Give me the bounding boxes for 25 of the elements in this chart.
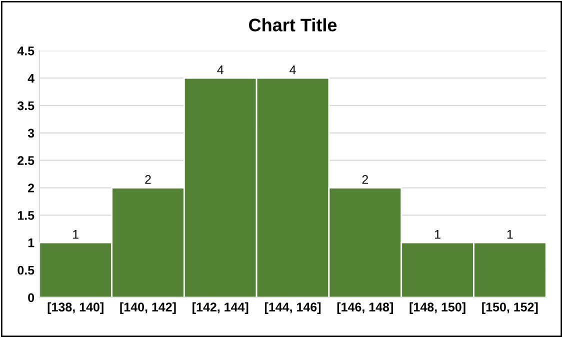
x-tick-label: [142, 144] xyxy=(192,302,248,314)
y-tick-label: 2.5 xyxy=(18,156,34,166)
y-tick-label: 3 xyxy=(28,128,34,138)
x-tick-label: [144, 146] xyxy=(264,302,321,314)
data-label: 1 xyxy=(435,230,440,239)
data-label: 1 xyxy=(507,230,513,239)
y-tick-label: 4.5 xyxy=(17,46,34,56)
y-tick-label: 4 xyxy=(28,74,34,83)
y-tick-label: 0 xyxy=(28,293,34,302)
y-tick-label: 3.5 xyxy=(17,101,34,110)
y-tick-label: 1.5 xyxy=(18,211,34,220)
data-label: 2 xyxy=(362,175,368,184)
y-tick-label: 1 xyxy=(28,238,34,248)
x-tick-label: [138, 140] xyxy=(48,302,104,314)
x-tick-label: [148, 150] xyxy=(410,302,466,314)
data-label: 4 xyxy=(290,66,296,74)
data-label: 2 xyxy=(145,175,151,184)
x-tick-label: [150, 152] xyxy=(482,302,538,314)
x-tick-label: [146, 148] xyxy=(337,302,393,314)
x-tick-label: [140, 142] xyxy=(120,302,176,314)
data-label: 1 xyxy=(73,230,78,239)
data-label: 4 xyxy=(217,66,224,74)
y-tick-label: 0.5 xyxy=(18,266,34,275)
chart-title: Chart Title xyxy=(249,18,337,32)
y-tick-label: 2 xyxy=(28,184,34,192)
